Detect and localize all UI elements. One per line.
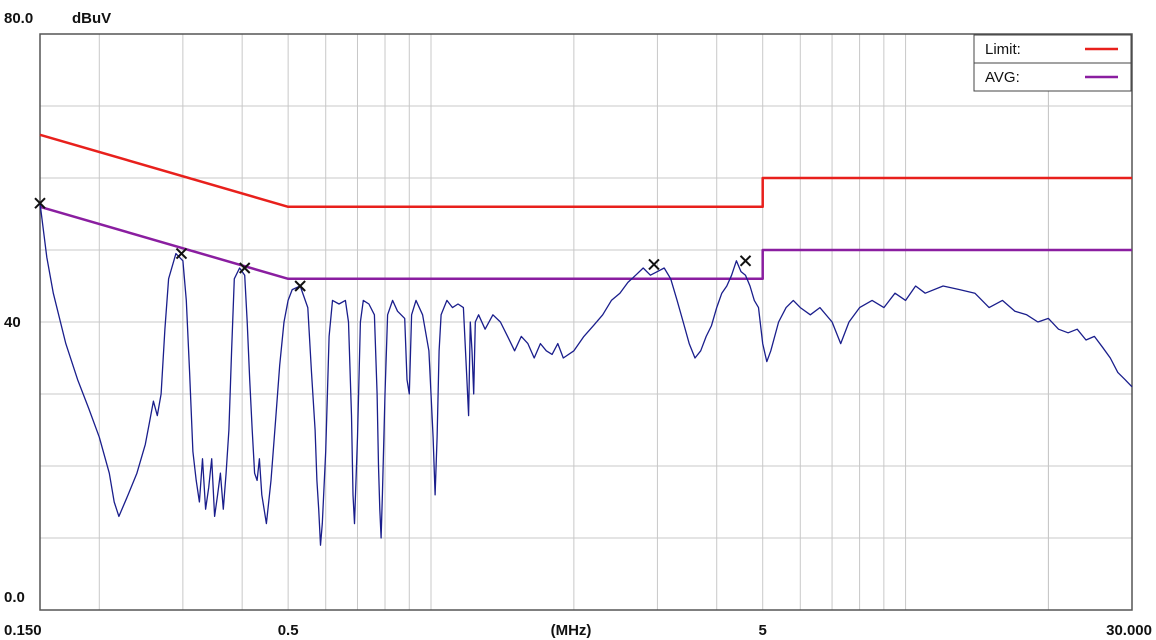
plot-area-border xyxy=(39,33,1133,611)
peak-marker xyxy=(739,255,752,267)
y-tick-label: 0.0 xyxy=(4,589,25,606)
series-lines xyxy=(39,133,1133,546)
series-line-avg xyxy=(39,205,1132,281)
y-axis-unit-label: dBuV xyxy=(72,10,111,27)
peak-markers xyxy=(34,197,752,292)
peak-marker xyxy=(239,262,251,274)
grid-lines xyxy=(40,34,1132,610)
x-tick-label: 30.000 xyxy=(1106,622,1152,639)
y-tick-label: 40 xyxy=(4,314,21,331)
x-axis-unit-label: (MHz) xyxy=(551,622,592,639)
legend-label-avg: AVG: xyxy=(985,69,1020,86)
y-tick-label: 80.0 xyxy=(4,10,33,27)
peak-marker xyxy=(175,247,188,260)
x-tick-label: 0.5 xyxy=(278,622,299,639)
legend: Limit: AVG: xyxy=(973,34,1132,92)
peak-marker xyxy=(34,197,46,209)
x-tick-label: 5 xyxy=(759,622,767,639)
series-line-limit xyxy=(39,133,1132,209)
x-tick-label: 0.150 xyxy=(4,622,42,639)
legend-label-limit: Limit: xyxy=(985,41,1021,58)
axis-tick-labels: 80.0 40 0.0 0.150 0.5 5 30.000 xyxy=(4,10,1152,639)
peak-marker xyxy=(648,258,660,271)
measurement-trace xyxy=(39,203,1133,546)
peak-marker xyxy=(294,280,306,292)
